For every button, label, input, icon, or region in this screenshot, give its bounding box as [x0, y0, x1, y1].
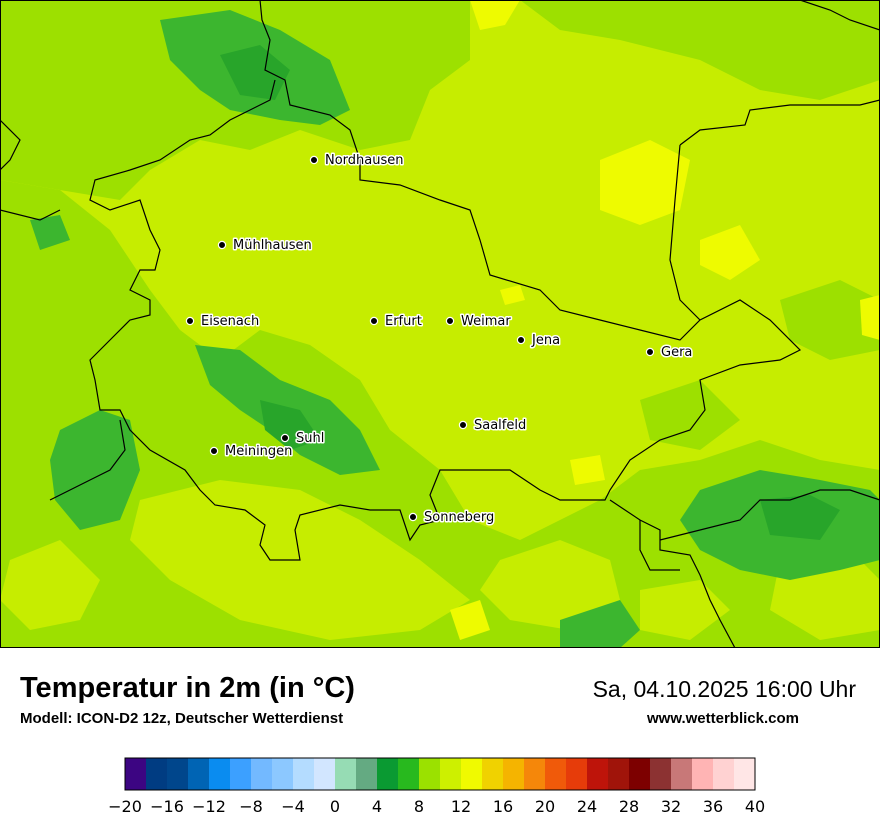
color-scale-ticks: −20 −16 −12 −8 −4 0 4 8 12 16 20 24 28 32 36 40 [108, 797, 765, 816]
color-scale-swatch [629, 758, 651, 790]
color-scale-frame [124, 757, 756, 791]
color-scale-tick-label: 40 [745, 797, 765, 816]
city-label: Gera [661, 345, 692, 360]
color-scale-swatch [251, 758, 273, 790]
city-sonneberg: Sonneberg [408, 509, 496, 527]
color-scale-swatch [440, 758, 462, 790]
color-scale-swatch [650, 758, 672, 790]
color-scale-swatch [167, 758, 189, 790]
color-scale-swatch [146, 758, 168, 790]
color-scale-tick-label: −12 [192, 797, 226, 816]
coolest-temperature-areas [220, 45, 840, 540]
state-border [89, 0, 802, 561]
color-scale-tick-label: 4 [372, 797, 382, 816]
color-scale-tick-label: 16 [493, 797, 513, 816]
color-scale-swatch [188, 758, 210, 790]
color-scale-swatch [398, 758, 420, 790]
city-nordhausen: Nordhausen [309, 152, 405, 170]
city-label: Meiningen [225, 444, 292, 459]
color-scale-tick-label: 20 [535, 797, 555, 816]
city-saalfeld: Saalfeld [458, 417, 528, 435]
color-scale-swatch [566, 758, 588, 790]
color-scale-swatch [545, 758, 567, 790]
color-scale-swatch [125, 758, 147, 790]
city-label: Saalfeld [474, 418, 526, 433]
color-scale-tick-label: 8 [414, 797, 424, 816]
color-scale-swatch [713, 758, 735, 790]
city-label: Eisenach [201, 314, 259, 329]
warm-temperature-areas [450, 0, 880, 640]
color-scale-tick-label: −4 [281, 797, 305, 816]
color-scale-swatch [314, 758, 336, 790]
color-scale-swatch [272, 758, 294, 790]
color-scale-swatch [461, 758, 483, 790]
color-scale-swatches [124, 757, 756, 791]
color-scale-swatch [671, 758, 693, 790]
other-borders [0, 0, 880, 648]
color-scale-swatch [734, 758, 756, 790]
color-scale-swatch [335, 758, 357, 790]
color-scale-legend: −20 −16 −12 −8 −4 0 4 8 12 16 20 24 28 32 36 40 [108, 757, 765, 816]
city-jena: Jena [516, 332, 562, 350]
city-label: Nordhausen [325, 153, 404, 168]
city-suhl: Suhl [280, 430, 326, 448]
color-scale-swatch [692, 758, 714, 790]
color-scale-swatch [587, 758, 609, 790]
color-scale-swatch [230, 758, 252, 790]
color-scale-swatch [356, 758, 378, 790]
city-weimar: Weimar [445, 313, 513, 331]
city-label: Weimar [461, 314, 511, 329]
color-scale-swatch [482, 758, 504, 790]
city-label: Sonneberg [424, 510, 494, 525]
city-meiningen: Meiningen [209, 443, 294, 461]
city-gera: Gera [645, 344, 694, 362]
city-label: Jena [531, 333, 560, 348]
website-label: www.wetterblick.com [647, 710, 799, 727]
city-muehlhausen: Mühlhausen [217, 237, 313, 255]
color-scale-swatch [377, 758, 399, 790]
temperature-map: Nordhausen Mühlhausen Eisenach Erfurt We… [0, 0, 880, 648]
page-title: Temperatur in 2m (in °C) [20, 672, 355, 704]
color-scale-swatch [503, 758, 525, 790]
color-scale-swatch [293, 758, 315, 790]
city-label: Mühlhausen [233, 238, 312, 253]
city-erfurt: Erfurt [369, 313, 423, 331]
color-scale-swatch [524, 758, 546, 790]
city-label: Erfurt [385, 314, 422, 329]
color-scale-tick-label: 24 [577, 797, 597, 816]
color-scale-swatch [419, 758, 441, 790]
color-scale-swatch [209, 758, 231, 790]
color-scale-tick-label: −20 [108, 797, 142, 816]
color-scale-tick-label: −16 [150, 797, 184, 816]
forecast-datetime: Sa, 04.10.2025 16:00 Uhr [592, 676, 856, 702]
color-scale-tick-label: −8 [239, 797, 263, 816]
model-subtitle: Modell: ICON-D2 12z, Deutscher Wetterdie… [20, 710, 344, 727]
color-scale-tick-label: 32 [661, 797, 681, 816]
color-scale-tick-label: 28 [619, 797, 639, 816]
color-scale-tick-label: 0 [330, 797, 340, 816]
color-scale-swatch [608, 758, 630, 790]
city-eisenach: Eisenach [185, 313, 261, 331]
color-scale-tick-label: 12 [451, 797, 471, 816]
city-label: Suhl [296, 431, 324, 446]
color-scale-tick-label: 36 [703, 797, 723, 816]
